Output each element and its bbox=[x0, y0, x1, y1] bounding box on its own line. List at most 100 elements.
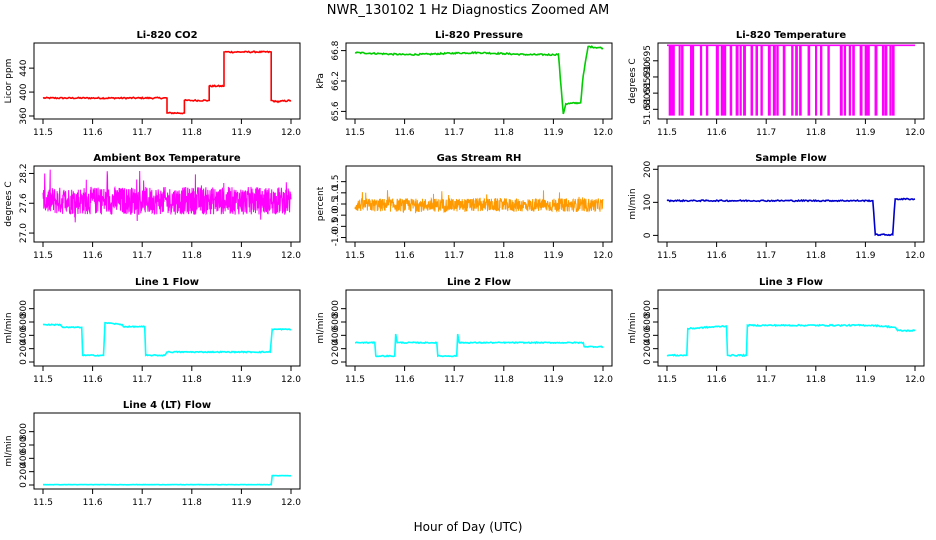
y-tick-label: -0.5 bbox=[331, 218, 341, 236]
y-tick-label: 600 bbox=[19, 436, 29, 453]
x-tick-label: 12.0 bbox=[593, 375, 613, 385]
x-tick-label: 11.5 bbox=[657, 251, 677, 261]
x-tick-label: 11.6 bbox=[395, 375, 415, 385]
y-tick-label: 51.690 bbox=[643, 61, 653, 93]
y-tick-label: 800 bbox=[19, 423, 29, 440]
y-axis-label: ml/min bbox=[316, 312, 326, 343]
figure-xlabel: Hour of Day (UTC) bbox=[414, 520, 523, 534]
x-tick-label: 11.8 bbox=[806, 128, 826, 138]
x-tick-label: 11.5 bbox=[345, 375, 365, 385]
panel-6: Line 1 Flow 11.5 11.6 11.7 11.8 11.9 12.0 0 2004… bbox=[4, 277, 301, 385]
x-tick-label: 11.7 bbox=[132, 251, 152, 261]
y-tick-label: 27.6 bbox=[19, 193, 29, 213]
plot-frame bbox=[33, 412, 301, 490]
y-tick-label: 66.2 bbox=[331, 71, 341, 91]
plot-frame bbox=[345, 289, 613, 367]
y-tick-label: 0 bbox=[19, 482, 29, 488]
x-tick-label: 11.9 bbox=[231, 498, 251, 508]
plot-frame bbox=[657, 165, 925, 243]
x-tick-label: 11.6 bbox=[395, 251, 415, 261]
y-tick-label: 100 bbox=[643, 193, 653, 210]
x-tick-label: 11.7 bbox=[444, 375, 464, 385]
panel-4: Gas Stream RH 11.5 11.6 11.7 11.8 11.9 12.0 -1.… bbox=[316, 153, 613, 261]
x-tick-label: 11.5 bbox=[345, 128, 365, 138]
panel-0: Li-820 CO2 11.5 11.6 11.7 11.8 11.9 12.0 360 400… bbox=[4, 30, 301, 138]
plot-frame bbox=[33, 289, 301, 367]
x-tick-label: 11.9 bbox=[855, 128, 875, 138]
series-line bbox=[355, 333, 604, 358]
series-line bbox=[42, 474, 292, 486]
x-tick-label: 11.8 bbox=[182, 251, 202, 261]
x-tick-label: 11.9 bbox=[231, 128, 251, 138]
y-tick-label: 51.680 bbox=[643, 93, 653, 125]
x-tick-label: 11.9 bbox=[543, 128, 563, 138]
y-tick-label: 65.6 bbox=[331, 101, 341, 121]
x-tick-label: 11.6 bbox=[83, 375, 103, 385]
panel-title: Line 2 Flow bbox=[447, 277, 511, 288]
panel-2: Li-820 Temperature 11.5 11.6 11.7 11.8 11.9 12… bbox=[628, 30, 925, 138]
y-tick-label: 400 bbox=[19, 83, 29, 100]
y-tick-label: 0 bbox=[643, 359, 653, 365]
x-tick-label: 11.8 bbox=[182, 128, 202, 138]
x-tick-label: 11.6 bbox=[707, 375, 727, 385]
series-line bbox=[42, 321, 292, 357]
y-tick-label: 600 bbox=[19, 313, 29, 330]
panel-title: Gas Stream RH bbox=[437, 153, 522, 164]
y-axis-label: Licor ppm bbox=[4, 59, 14, 104]
panel-title: Li-820 Pressure bbox=[435, 30, 523, 41]
y-tick-label: 66.8 bbox=[331, 40, 341, 60]
y-tick-label: 0.0 bbox=[331, 208, 341, 223]
series-line bbox=[42, 50, 292, 115]
x-tick-label: 11.5 bbox=[345, 251, 365, 261]
x-tick-label: 11.7 bbox=[756, 251, 776, 261]
y-tick-label: 400 bbox=[643, 326, 653, 343]
y-tick-label: -1.0 bbox=[331, 228, 341, 246]
x-tick-label: 12.0 bbox=[281, 251, 301, 261]
y-tick-label: 200 bbox=[19, 463, 29, 480]
y-tick-label: 400 bbox=[19, 326, 29, 343]
y-tick-label: 27.0 bbox=[19, 223, 29, 243]
panel-7: Line 2 Flow 11.5 11.6 11.7 11.8 11.9 12.0 0 2004… bbox=[316, 277, 613, 385]
y-tick-label: 200 bbox=[643, 340, 653, 357]
x-tick-label: 11.5 bbox=[33, 375, 53, 385]
series-line bbox=[667, 44, 915, 116]
panel-9: Line 4 (LT) Flow 11.5 11.6 11.7 11.8 11.9 12.0… bbox=[4, 400, 301, 508]
x-tick-label: 11.8 bbox=[182, 375, 202, 385]
y-axis-label: ml/min bbox=[4, 312, 14, 343]
x-tick-label: 11.9 bbox=[543, 375, 563, 385]
x-tick-label: 11.6 bbox=[83, 251, 103, 261]
x-tick-label: 12.0 bbox=[905, 251, 925, 261]
y-tick-label: 200 bbox=[331, 340, 341, 357]
y-tick-label: 0 bbox=[643, 232, 653, 238]
x-tick-label: 11.7 bbox=[444, 128, 464, 138]
x-tick-label: 11.8 bbox=[806, 375, 826, 385]
series-line bbox=[666, 197, 916, 237]
y-tick-label: 0 bbox=[331, 359, 341, 365]
panel-title: Line 1 Flow bbox=[135, 277, 199, 288]
x-tick-label: 11.9 bbox=[543, 251, 563, 261]
x-tick-label: 12.0 bbox=[281, 128, 301, 138]
panel-title: Line 3 Flow bbox=[759, 277, 823, 288]
x-tick-label: 11.8 bbox=[182, 498, 202, 508]
x-tick-label: 11.7 bbox=[132, 375, 152, 385]
y-axis-label: ml/min bbox=[4, 435, 14, 466]
x-tick-label: 11.6 bbox=[83, 128, 103, 138]
series-line bbox=[354, 45, 604, 115]
y-tick-label: 1.0 bbox=[331, 185, 341, 200]
x-tick-label: 12.0 bbox=[905, 128, 925, 138]
y-tick-label: 28.2 bbox=[19, 163, 29, 183]
panel-title: Li-820 CO2 bbox=[136, 30, 197, 41]
x-tick-label: 11.9 bbox=[855, 251, 875, 261]
x-tick-label: 12.0 bbox=[593, 251, 613, 261]
y-tick-label: 360 bbox=[19, 107, 29, 124]
series-line bbox=[354, 190, 604, 214]
y-axis-label: degrees C bbox=[4, 181, 14, 226]
y-tick-label: 600 bbox=[331, 313, 341, 330]
y-axis-label: percent bbox=[316, 186, 326, 221]
y-tick-label: 400 bbox=[19, 449, 29, 466]
panel-title: Line 4 (LT) Flow bbox=[123, 400, 211, 411]
x-tick-label: 12.0 bbox=[905, 375, 925, 385]
y-tick-label: 200 bbox=[643, 160, 653, 177]
x-tick-label: 11.7 bbox=[444, 251, 464, 261]
